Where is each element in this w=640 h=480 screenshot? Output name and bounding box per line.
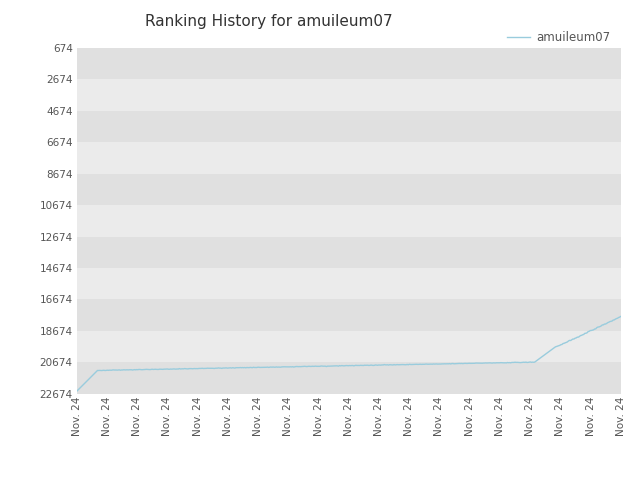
Line: amuileum07: amuileum07 — [77, 316, 621, 391]
amuileum07 — [604, 320, 612, 325]
Bar — [77, 205, 621, 237]
amuileum07 — [335, 363, 342, 369]
Bar — [77, 48, 621, 79]
Bar — [77, 111, 621, 142]
amuileum07 — [519, 360, 527, 365]
amuileum07 — [617, 313, 625, 319]
Legend: amuileum07: amuileum07 — [502, 26, 615, 48]
Bar — [77, 79, 621, 111]
amuileum07 — [397, 362, 404, 368]
amuileum07 — [332, 363, 339, 369]
Bar — [77, 362, 621, 394]
Bar — [77, 268, 621, 300]
Bar — [77, 174, 621, 205]
Bar — [77, 331, 621, 362]
Text: Ranking History for amuileum07: Ranking History for amuileum07 — [145, 14, 392, 29]
Bar — [77, 300, 621, 331]
Bar — [77, 142, 621, 174]
amuileum07 — [367, 362, 375, 368]
amuileum07 — [73, 388, 81, 394]
Bar — [77, 237, 621, 268]
